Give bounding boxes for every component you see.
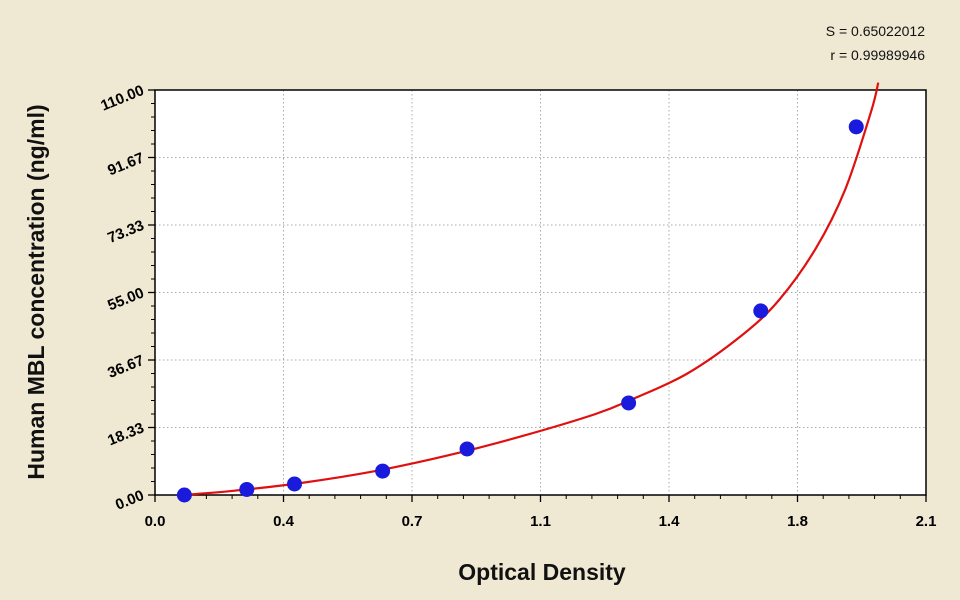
y-tick-label: 55.00 bbox=[105, 284, 146, 314]
y-tick-label: 91.67 bbox=[105, 149, 146, 179]
grid-lines bbox=[155, 90, 926, 495]
x-tick-label: 0.7 bbox=[402, 513, 423, 530]
data-point bbox=[375, 463, 391, 479]
stat-s-value: S = 0.65022012 bbox=[826, 23, 925, 39]
y-tick-label: 18.33 bbox=[105, 419, 146, 449]
y-tick-label: 0.00 bbox=[113, 487, 146, 514]
data-point bbox=[287, 476, 303, 492]
data-point bbox=[176, 487, 192, 503]
x-tick-label: 1.4 bbox=[659, 513, 681, 530]
y-tick-label: 36.67 bbox=[105, 352, 146, 382]
x-tick-label: 2.1 bbox=[916, 513, 937, 530]
x-tick-label: 0.4 bbox=[273, 513, 295, 530]
y-tick-label: 73.33 bbox=[105, 217, 146, 247]
data-point bbox=[753, 303, 769, 319]
x-tick-label: 1.8 bbox=[787, 513, 808, 530]
x-tick-label: 0.0 bbox=[145, 513, 166, 530]
data-point bbox=[621, 395, 637, 411]
x-axis-title: Optical Density bbox=[458, 559, 626, 585]
y-tick-label: 110.00 bbox=[98, 82, 146, 115]
data-point bbox=[848, 119, 864, 135]
stat-r-value: r = 0.99989946 bbox=[830, 47, 925, 63]
data-points bbox=[176, 119, 864, 503]
data-point bbox=[239, 481, 255, 497]
data-point bbox=[459, 441, 475, 457]
x-tick-label: 1.1 bbox=[530, 513, 551, 530]
axes bbox=[148, 89, 927, 502]
y-axis-title: Human MBL concentration (ng/ml) bbox=[23, 104, 49, 479]
